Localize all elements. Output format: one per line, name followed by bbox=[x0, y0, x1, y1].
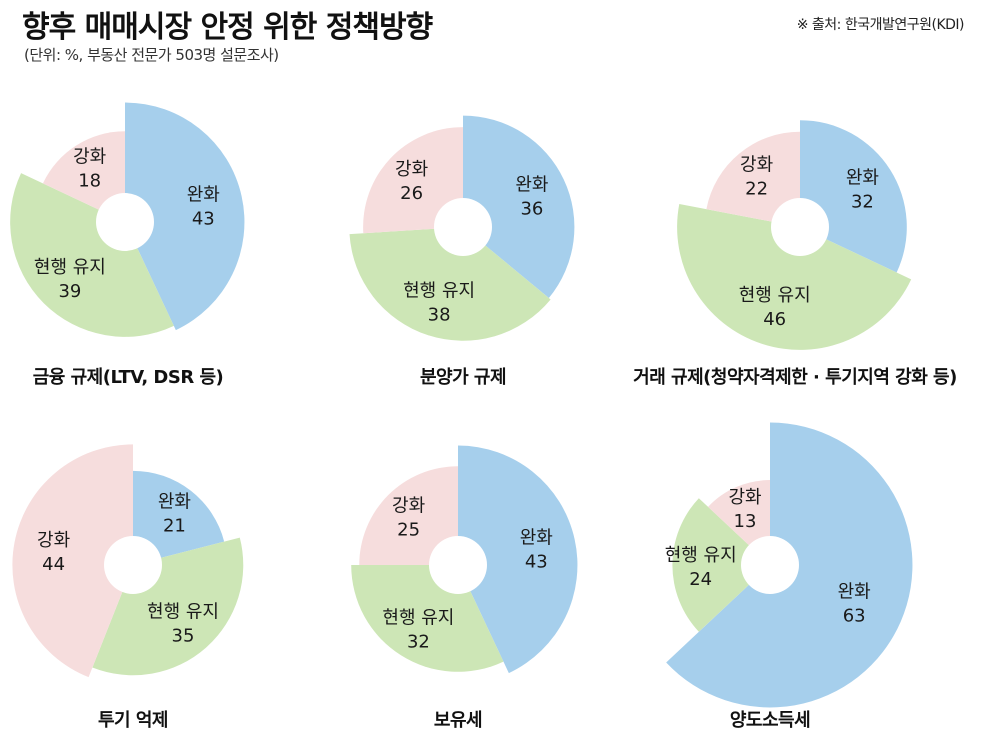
pie-slice-ease bbox=[463, 115, 575, 299]
pie-slice-tighten bbox=[706, 131, 800, 227]
slice-value: 13 bbox=[734, 511, 757, 532]
page-subtitle: (단위: %, 부동산 전문가 503명 설문조사) bbox=[24, 46, 279, 64]
slice-label: 강화 bbox=[392, 496, 425, 517]
pie-slice-keep bbox=[10, 173, 174, 337]
slice-value: 38 bbox=[428, 305, 451, 326]
slice-value: 43 bbox=[525, 552, 548, 573]
slice-value: 46 bbox=[763, 309, 786, 330]
donut-hole bbox=[96, 193, 154, 251]
pie-slice-tighten bbox=[363, 127, 463, 234]
slice-value: 43 bbox=[192, 209, 215, 230]
pie-slice-keep bbox=[677, 203, 912, 350]
slice-label: 완화 bbox=[846, 167, 879, 188]
chart-title: 금융 규제(LTV, DSR 등) bbox=[33, 367, 224, 388]
slice-value: 18 bbox=[78, 170, 101, 191]
slice-value: 26 bbox=[400, 183, 423, 204]
pie-slice-ease bbox=[133, 470, 225, 565]
pie-chart-2: 완화 36 현행 유지 38 강화 26 분양가 규제 bbox=[349, 115, 575, 388]
slice-label: 현행 유지 bbox=[403, 281, 475, 302]
chart-title: 투기 억제 bbox=[98, 710, 168, 731]
donut-hole bbox=[771, 198, 829, 256]
pie-slice-tighten bbox=[42, 131, 125, 222]
slice-label: 강화 bbox=[740, 155, 773, 176]
chart-title: 보유세 bbox=[434, 710, 482, 731]
slice-label: 완화 bbox=[158, 492, 191, 513]
slice-label: 현행 유지 bbox=[739, 285, 811, 306]
pie-chart-5: 완화 43 현행 유지 32 강화 25 보유세 bbox=[351, 445, 578, 731]
slice-value: 32 bbox=[851, 191, 874, 212]
donut-hole bbox=[741, 536, 799, 594]
slice-value: 36 bbox=[520, 199, 543, 220]
slice-label: 완화 bbox=[515, 175, 548, 196]
slice-label: 강화 bbox=[73, 146, 106, 167]
chart-title: 분양가 규제 bbox=[420, 367, 506, 388]
slice-label: 완화 bbox=[187, 185, 220, 206]
pie-slice-tighten bbox=[359, 466, 458, 565]
pie-chart-6: 완화 63 현행 유지 24 강화 13 양도소득세 bbox=[665, 422, 913, 731]
donut-hole bbox=[104, 536, 162, 594]
chart-title: 거래 규제(청약자격제한 · 투기지역 강화 등) bbox=[633, 366, 957, 388]
slice-label: 강화 bbox=[728, 487, 761, 508]
slice-value: 21 bbox=[163, 516, 186, 537]
pie-slice-tighten bbox=[12, 444, 134, 678]
pie-slice-ease bbox=[458, 445, 578, 674]
pie-slice-ease bbox=[125, 102, 245, 331]
slice-label: 현행 유지 bbox=[665, 545, 737, 566]
slice-label: 강화 bbox=[37, 530, 70, 551]
pie-slice-keep bbox=[349, 227, 551, 341]
pie-chart-3: 완화 32 현행 유지 46 강화 22 거래 규제(청약자격제한 · 투기지역 강화 등) bbox=[633, 120, 957, 388]
donut-hole bbox=[429, 536, 487, 594]
pie-chart-4: 완화 21 현행 유지 35 강화 44 투기 억제 bbox=[12, 444, 244, 731]
slice-label: 완화 bbox=[838, 581, 871, 602]
slice-value: 22 bbox=[745, 179, 768, 200]
slice-label: 현행 유지 bbox=[34, 257, 106, 278]
slice-value: 32 bbox=[407, 631, 430, 652]
donut-hole bbox=[434, 198, 492, 256]
chart-title: 양도소득세 bbox=[730, 710, 810, 731]
slice-value: 24 bbox=[689, 569, 712, 590]
slice-label: 완화 bbox=[520, 528, 553, 549]
slice-label: 현행 유지 bbox=[147, 602, 219, 623]
slice-value: 25 bbox=[397, 520, 420, 541]
slice-value: 39 bbox=[58, 281, 81, 302]
pie-slice-keep bbox=[92, 537, 244, 676]
slice-value: 63 bbox=[843, 605, 866, 626]
pie-chart-1: 완화 43 현행 유지 39 강화 18 금융 규제(LTV, DSR 등) bbox=[10, 102, 245, 388]
page-title: 향후 매매시장 안정 위한 정책방향 bbox=[22, 10, 433, 45]
slice-label: 강화 bbox=[395, 159, 428, 180]
slice-label: 현행 유지 bbox=[382, 607, 454, 628]
slice-value: 44 bbox=[42, 554, 65, 575]
pie-slice-keep bbox=[672, 498, 770, 632]
source-note: ※ 출처: 한국개발연구원(KDI) bbox=[796, 17, 965, 33]
slice-value: 35 bbox=[172, 626, 195, 647]
